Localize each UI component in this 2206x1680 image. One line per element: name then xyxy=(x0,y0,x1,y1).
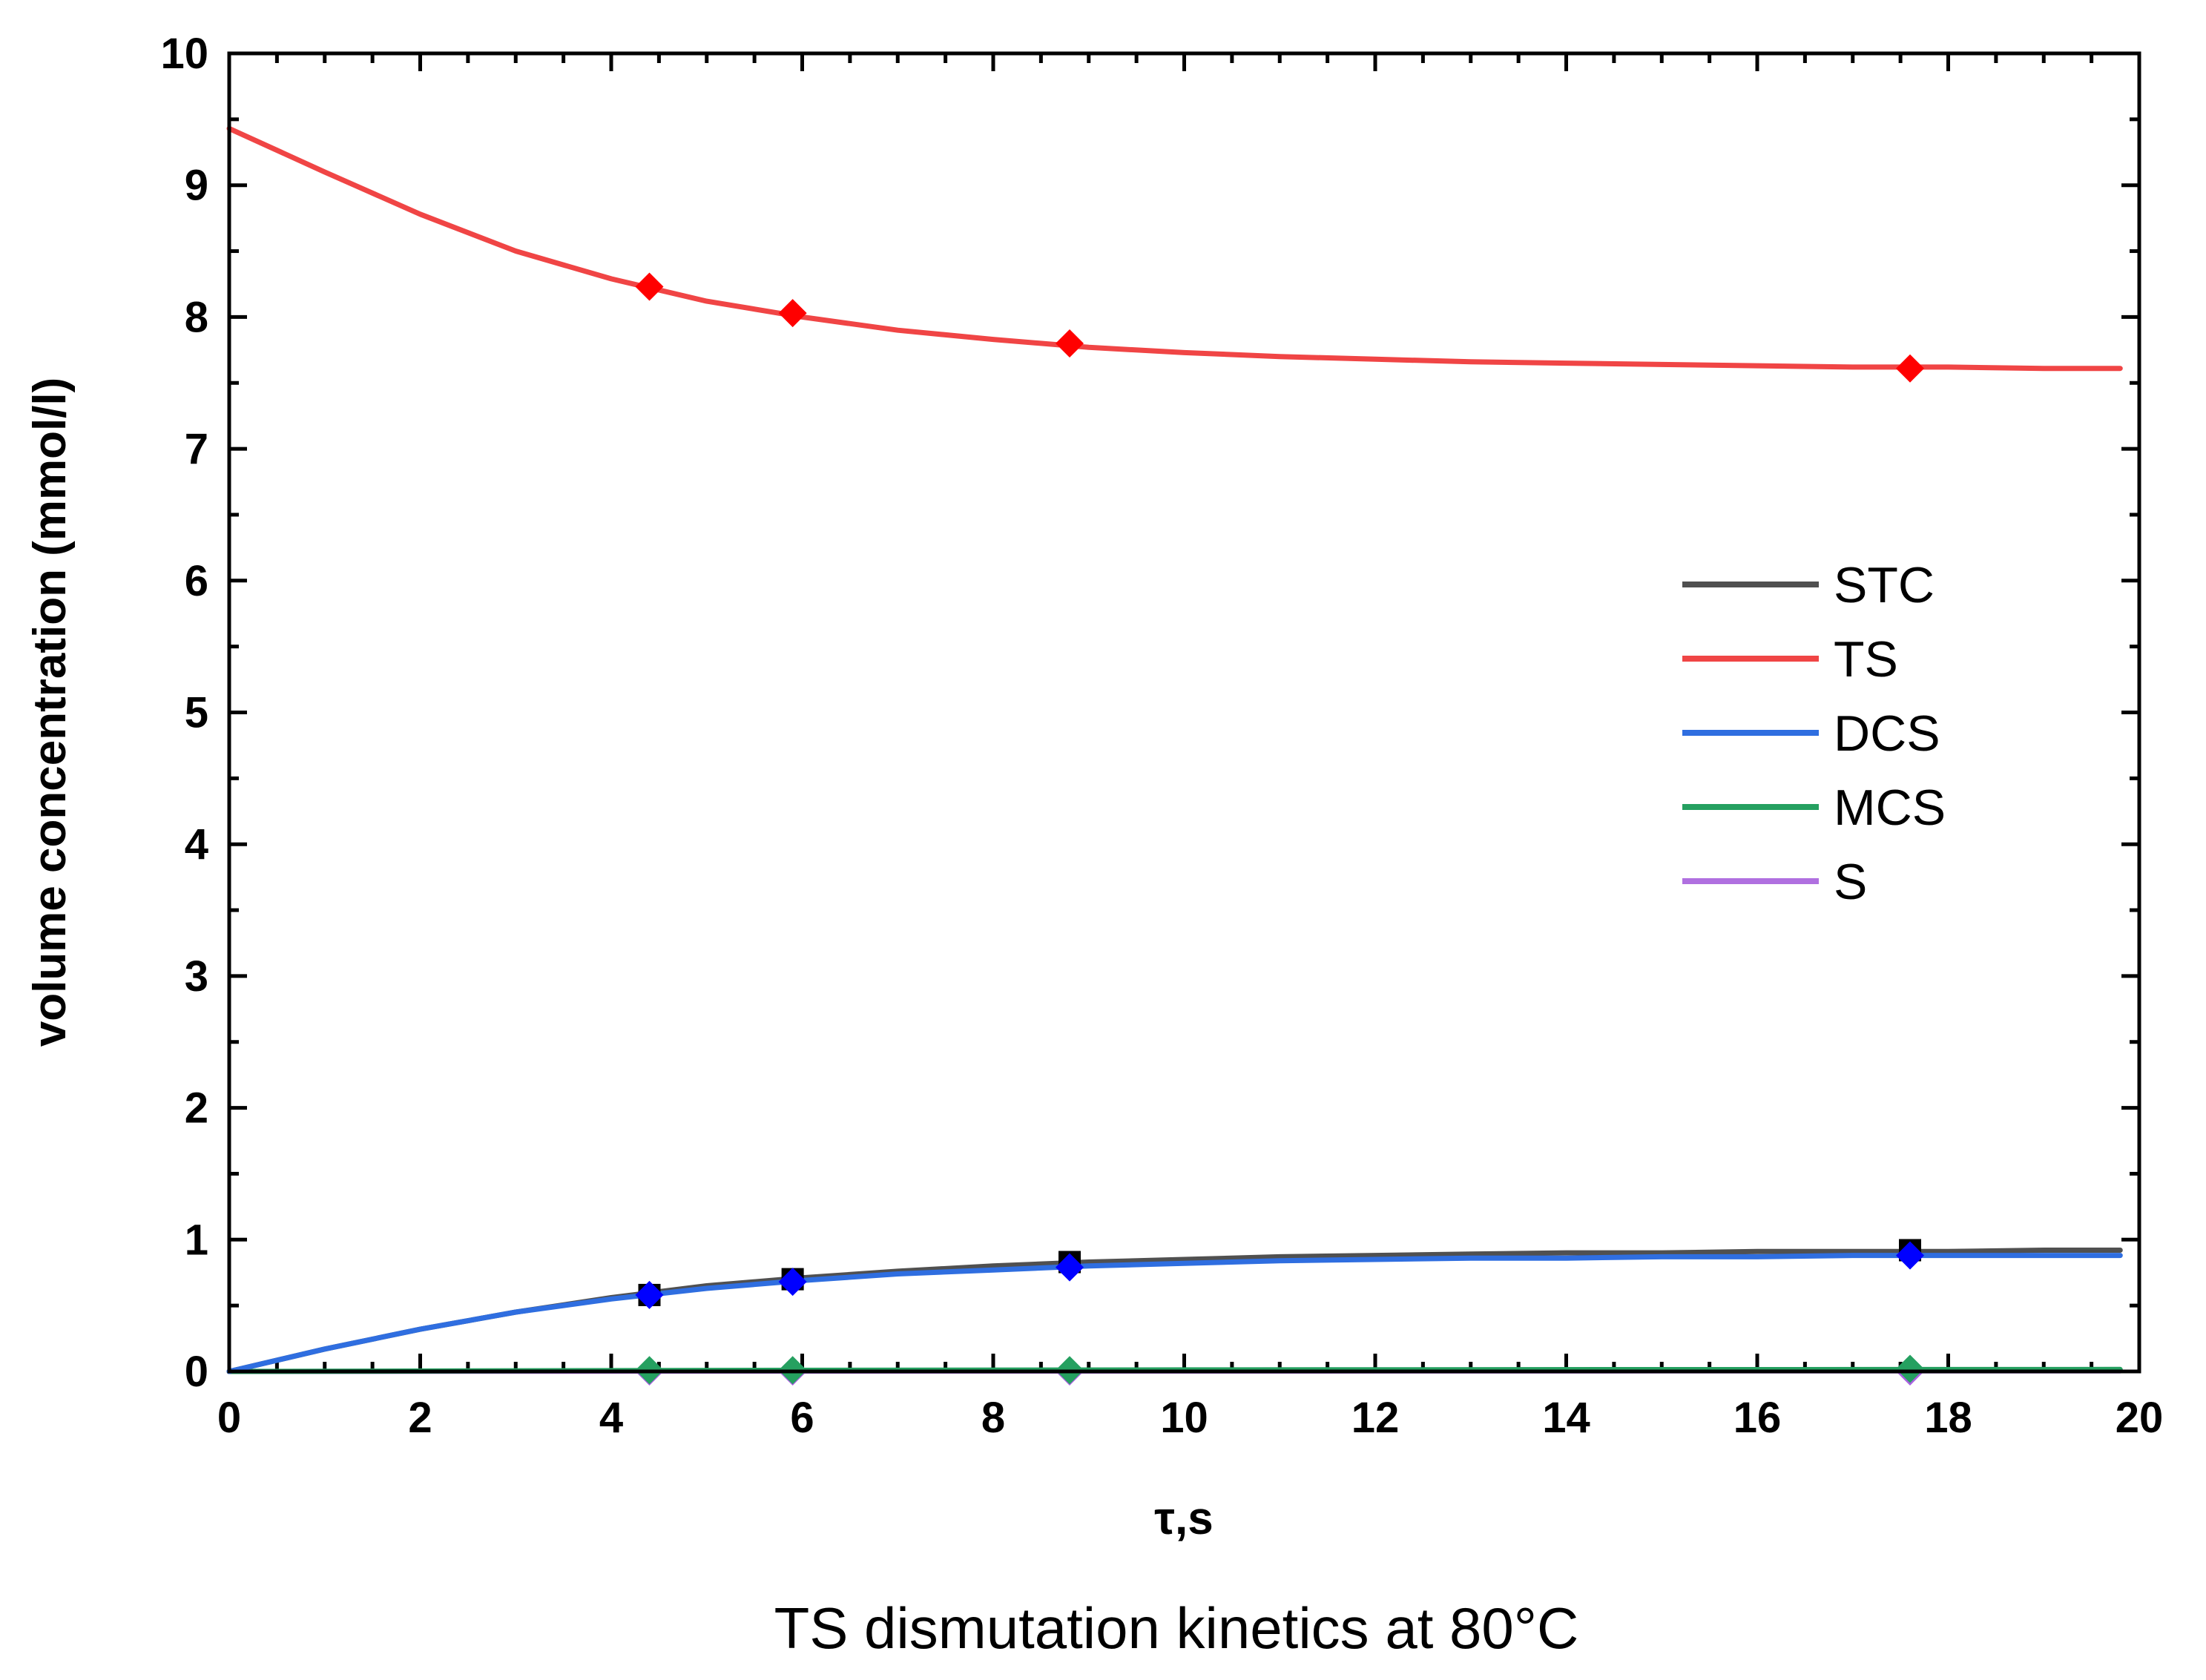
y-tick-labels: 0 1 2 3 4 5 6 7 8 9 10 xyxy=(160,30,208,1396)
x-tick-label: 20 xyxy=(2116,1394,2164,1442)
data-point-dcs xyxy=(778,1268,807,1297)
data-point-dcs xyxy=(635,1280,664,1309)
x-tick-label: 16 xyxy=(1733,1394,1782,1442)
y-tick-label: 1 xyxy=(185,1216,208,1264)
legend-label-dcs: DCS xyxy=(1834,705,1940,762)
x-tick-label: 0 xyxy=(217,1394,241,1442)
x-tick-labels: 0 2 4 6 8 10 12 14 16 18 20 xyxy=(217,1394,2163,1442)
y-tick-label: 2 xyxy=(185,1084,208,1133)
y-tick-label: 3 xyxy=(185,952,208,1001)
y-tick-label: 4 xyxy=(185,820,208,869)
legend-label-stc: STC xyxy=(1834,557,1935,613)
x-tick-label: 6 xyxy=(790,1394,814,1442)
y-tick-label: 9 xyxy=(185,162,208,210)
data-point-ts xyxy=(778,299,807,328)
y-tick-label: 7 xyxy=(185,425,208,473)
y-tick-label: 6 xyxy=(185,557,208,605)
plot-frame xyxy=(227,51,2141,1374)
legend-label-mcs: MCS xyxy=(1834,780,1946,836)
series-markers xyxy=(635,272,1924,1386)
series-line-dcs xyxy=(226,1253,2123,1374)
chart-caption: TS dismutation kinetics at 80°C xyxy=(774,1595,1579,1661)
legend-label-ts: TS xyxy=(1834,631,1898,688)
x-tick-label: 4 xyxy=(599,1394,623,1442)
y-tick-label: 0 xyxy=(185,1348,208,1396)
data-point-ts xyxy=(635,272,664,301)
data-point-dcs xyxy=(1056,1253,1084,1282)
series-line-ts xyxy=(226,125,2123,372)
data-point-ts xyxy=(1056,329,1084,358)
legend-label-s: S xyxy=(1834,854,1867,910)
x-tick-label: 12 xyxy=(1351,1394,1400,1442)
x-tick-label: 8 xyxy=(981,1394,1005,1442)
y-tick-label: 5 xyxy=(185,689,208,737)
legend: STC TS DCS MCS S xyxy=(1682,557,1946,910)
data-point-mcs xyxy=(1896,1354,1924,1383)
y-axis-title: volume concentration (mmol/l) xyxy=(24,378,76,1047)
data-point-ts xyxy=(1896,354,1924,383)
x-tick-label: 18 xyxy=(1924,1394,1972,1442)
y-tick-label: 10 xyxy=(160,30,208,78)
x-tick-label: 2 xyxy=(408,1394,432,1442)
x-tick-label: 10 xyxy=(1160,1394,1208,1442)
data-point-dcs xyxy=(1896,1241,1924,1270)
x-tick-label: 14 xyxy=(1542,1394,1590,1442)
y-tick-label: 8 xyxy=(185,293,208,341)
x-axis-title: τ,s xyxy=(1154,1493,1213,1544)
